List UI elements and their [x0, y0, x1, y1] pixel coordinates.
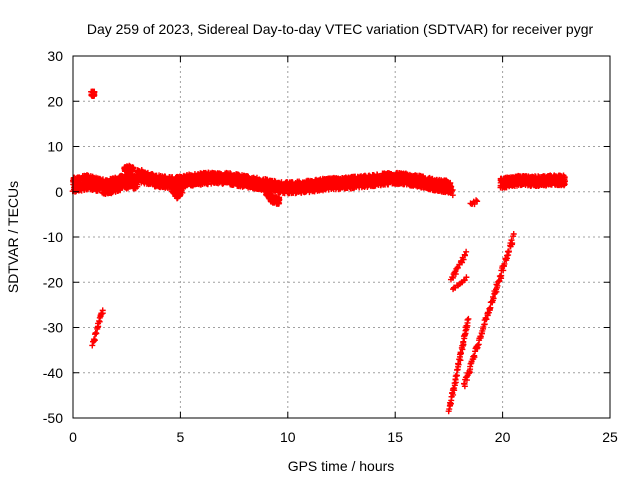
y-axis-label: SDTVAR / TECUs	[5, 181, 21, 293]
x-tick-label: 25	[602, 429, 618, 445]
y-tick-label: -20	[43, 274, 63, 290]
point-track-b	[463, 274, 470, 281]
x-tick-labels: 0 5 10 15 20 25	[69, 429, 618, 445]
point-steep-track-right	[471, 354, 478, 361]
point-early-track	[89, 342, 96, 349]
point-steep-track-left	[451, 382, 458, 389]
point-early-track	[93, 330, 100, 337]
point-track-d	[445, 183, 452, 190]
x-tick-label: 5	[177, 429, 185, 445]
point-steep-track-right	[498, 272, 505, 279]
point-steep-track-right	[487, 304, 494, 311]
point-track-a	[462, 252, 469, 259]
y-tick-labels: 30 20 10 0 -10 -20 -30 -40 -50	[43, 48, 63, 426]
y-tick-label: 20	[47, 93, 63, 109]
point-early-track	[91, 337, 98, 344]
point-steep-track-right	[461, 383, 468, 390]
point-steep-track-right	[510, 231, 517, 238]
chart-title: Day 259 of 2023, Sidereal Day-to-day VTE…	[87, 21, 594, 37]
y-tick-label: -50	[43, 410, 63, 426]
point-steep-track-left	[464, 316, 471, 323]
point-track-a	[463, 248, 470, 255]
point-track-a	[460, 256, 467, 263]
y-tick-label: -30	[43, 320, 63, 336]
point-bump-1	[130, 165, 137, 172]
point-track-d	[449, 186, 456, 193]
point-track-a	[449, 274, 456, 281]
x-tick-label: 15	[387, 429, 403, 445]
y-tick-label: -40	[43, 365, 63, 381]
point-main-band-c	[561, 177, 568, 184]
point-track-d	[446, 182, 453, 189]
point-steep-track-right	[509, 240, 516, 247]
point-steep-track-left	[455, 361, 462, 368]
point-isolated	[138, 167, 145, 174]
point-steep-track-right	[477, 333, 484, 340]
y-tick-label: 30	[47, 48, 63, 64]
y-tick-label: 10	[47, 139, 63, 155]
x-tick-label: 10	[280, 429, 296, 445]
x-tick-label: 0	[69, 429, 77, 445]
point-isolated	[112, 176, 119, 183]
point-main-band-a	[117, 187, 124, 194]
point-steep-track-left	[457, 350, 464, 357]
point-steep-track-right	[505, 248, 512, 255]
point-early-track	[90, 336, 97, 343]
point-steep-track-left	[465, 315, 472, 322]
point-track-a	[452, 271, 459, 278]
x-tick-label: 20	[495, 429, 511, 445]
point-steep-track-left	[453, 372, 460, 379]
point-track-d	[449, 192, 456, 199]
point-early-track	[99, 307, 106, 314]
point-track-d	[443, 177, 450, 184]
point-track-d	[448, 188, 455, 195]
point-track-c	[473, 197, 480, 204]
point-main-band-a	[134, 183, 141, 190]
point-outlier-top	[91, 88, 98, 95]
point-track-a	[454, 264, 461, 271]
point-isolated	[123, 185, 130, 192]
point-dip-1	[179, 189, 186, 196]
point-steep-track-right	[501, 260, 508, 267]
axis-ticks	[72, 55, 611, 419]
point-dip-2	[276, 200, 283, 207]
y-tick-label: -10	[43, 229, 63, 245]
point-dip-1	[179, 182, 186, 189]
point-steep-track-left	[460, 338, 467, 345]
point-steep-track-right	[483, 316, 490, 323]
x-axis-label: GPS time / hours	[288, 458, 395, 474]
y-tick-label: 0	[55, 184, 63, 200]
point-steep-track-left	[462, 330, 469, 337]
data-points	[69, 88, 568, 415]
point-steep-track-left	[457, 357, 464, 364]
grid-lines	[73, 56, 610, 418]
point-track-c	[474, 198, 481, 205]
point-early-track	[95, 323, 102, 330]
point-steep-track-right	[492, 289, 499, 296]
